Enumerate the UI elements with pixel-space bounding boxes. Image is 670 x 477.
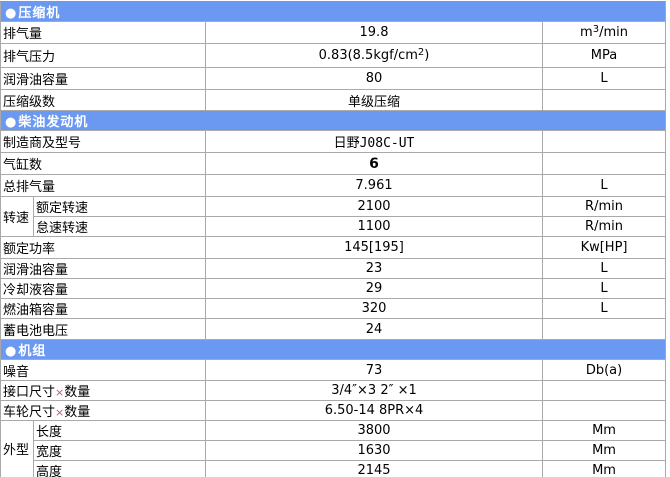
row-unit: Db(a) <box>541 359 667 381</box>
row-unit: m3/min <box>541 21 667 44</box>
table-row: 压缩级数 单级压缩 <box>0 89 667 111</box>
table-row: 外型 长度 3800 Mm <box>0 420 667 477</box>
row-value: 7.961 <box>205 174 543 197</box>
row-value: 23 <box>205 258 543 279</box>
row-group-label: 外型 <box>0 420 34 477</box>
row-label: 润滑油容量 <box>0 67 206 90</box>
row-label: 额定功率 <box>0 236 206 259</box>
row-value: 3/4″×3 2″ ×1 <box>205 380 543 401</box>
table-row: 润滑油容量 80 L <box>0 67 667 90</box>
row-label: 制造商及型号 <box>0 130 206 153</box>
section-title: 压缩机 <box>18 6 61 21</box>
row-unit <box>541 400 667 421</box>
row-value: 1630 <box>205 440 543 461</box>
row-unit: L <box>541 278 667 299</box>
section-header-diesel-engine: ●柴油发动机 <box>0 110 667 131</box>
table-row: 高度 2145 Mm <box>1 460 667 477</box>
table-row: 气缸数 6 <box>0 152 667 175</box>
multiply-sign: × <box>55 386 65 399</box>
bullet-icon: ● <box>5 115 18 130</box>
table-row: 接口尺寸×数量 3/4″×3 2″ ×1 <box>0 380 667 401</box>
row-sublabel: 长度 <box>33 420 206 441</box>
section-header-compressor: ●压缩机 <box>0 1 667 22</box>
bullet-icon: ● <box>5 344 18 359</box>
table-row: 噪音 73 Db(a) <box>0 359 667 381</box>
row-value: 2100 <box>205 196 543 217</box>
section-title: 机组 <box>18 344 47 359</box>
row-unit: L <box>541 174 667 197</box>
row-label: 压缩级数 <box>0 89 206 111</box>
row-unit: L <box>541 298 667 319</box>
row-unit: L <box>541 67 667 90</box>
table-row: 排气压力 0.83(8.5kgf/cm2) MPa <box>0 43 667 68</box>
row-label: 车轮尺寸×数量 <box>0 400 206 421</box>
row-value: 320 <box>205 298 543 319</box>
section-header-unit: ●机组 <box>0 339 667 360</box>
table-row: 排气量 19.8 m3/min <box>0 21 667 44</box>
row-label: 燃油箱容量 <box>0 298 206 319</box>
row-unit: MPa <box>541 43 667 68</box>
row-unit <box>541 318 667 340</box>
row-label: 蓄电池电压 <box>0 318 206 340</box>
row-value: 19.8 <box>205 21 543 44</box>
row-value: 2145 <box>205 460 543 477</box>
superscript: 3 <box>592 24 600 35</box>
row-unit <box>541 380 667 401</box>
row-label: 总排气量 <box>0 174 206 197</box>
table-row: 车轮尺寸×数量 6.50-14 8PR×4 <box>0 400 667 421</box>
table-row: 额定功率 145[195] Kw[HP] <box>0 236 667 259</box>
row-unit: R/min <box>541 196 667 217</box>
row-unit: R/min <box>541 216 667 237</box>
row-label: 排气量 <box>0 21 206 44</box>
row-value: 24 <box>205 318 543 340</box>
table-row: 润滑油容量 23 L <box>0 258 667 279</box>
table-row: 怠速转速 1100 R/min <box>1 216 667 237</box>
row-label: 排气压力 <box>0 43 206 68</box>
row-value: 73 <box>205 359 543 381</box>
bullet-icon: ● <box>5 6 18 21</box>
row-sublabel: 高度 <box>33 460 206 477</box>
table-row: 总排气量 7.961 L <box>0 174 667 197</box>
table-row: 冷却液容量 29 L <box>0 278 667 299</box>
row-unit <box>541 130 667 153</box>
row-unit: Mm <box>541 440 667 461</box>
row-value: 6.50-14 8PR×4 <box>205 400 543 421</box>
row-sublabel: 怠速转速 <box>33 216 206 237</box>
section-title: 柴油发动机 <box>18 115 89 130</box>
row-group-label: 转速 <box>0 196 34 237</box>
table-row: 转速 额定转速 2100 R/min <box>0 196 667 237</box>
row-value: 1100 <box>205 216 543 237</box>
row-label: 润滑油容量 <box>0 258 206 279</box>
row-label: 冷却液容量 <box>0 278 206 299</box>
table-row: 蓄电池电压 24 <box>0 318 667 340</box>
row-unit: L <box>541 258 667 279</box>
row-unit: Mm <box>541 420 667 441</box>
row-value: 6 <box>205 152 543 175</box>
row-unit: Kw[HP] <box>541 236 667 259</box>
row-value: 145[195] <box>205 236 543 259</box>
row-value: 0.83(8.5kgf/cm2) <box>205 43 543 68</box>
row-label: 接口尺寸×数量 <box>0 380 206 401</box>
multiply-sign: × <box>55 406 65 419</box>
row-sublabel: 额定转速 <box>33 196 206 217</box>
row-value: 单级压缩 <box>205 89 543 111</box>
superscript: 2 <box>417 47 425 58</box>
row-label: 噪音 <box>0 359 206 381</box>
table-row: 燃油箱容量 320 L <box>0 298 667 319</box>
row-value: 80 <box>205 67 543 90</box>
table-row: 宽度 1630 Mm <box>1 440 667 461</box>
row-value: 3800 <box>205 420 543 441</box>
table-row: 制造商及型号 日野J08C-UT <box>0 130 667 153</box>
row-label: 气缸数 <box>0 152 206 175</box>
row-unit <box>541 89 667 111</box>
row-unit: Mm <box>541 460 667 477</box>
row-value: 日野J08C-UT <box>205 130 543 153</box>
row-unit <box>541 152 667 175</box>
row-value: 29 <box>205 278 543 299</box>
row-sublabel: 宽度 <box>33 440 206 461</box>
